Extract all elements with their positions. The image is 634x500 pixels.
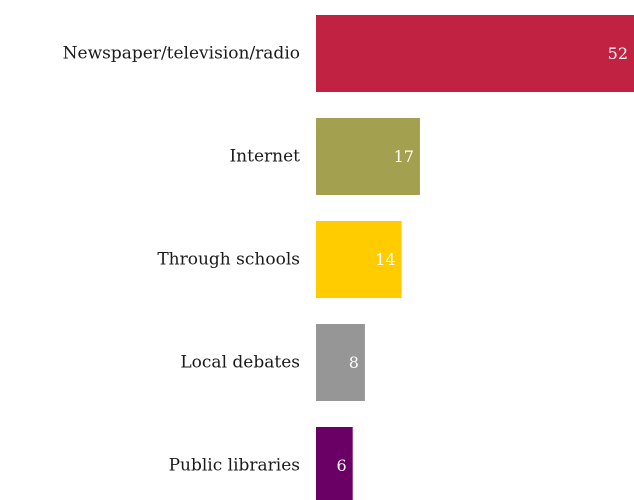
category-label-local-debates: Local debates (180, 353, 300, 373)
value-label-through-schools: 14 (375, 250, 395, 269)
value-labels-group: 52 17 14 8 6 (337, 44, 628, 475)
value-label-local-debates: 8 (349, 353, 359, 372)
value-label-public-libraries: 6 (337, 456, 347, 475)
value-label-newspaper-television-radio: 52 (608, 44, 628, 63)
bar-internet (316, 118, 420, 195)
value-label-internet: 17 (394, 147, 414, 166)
bar-public-libraries (316, 427, 353, 500)
category-labels-group: Newspaper/television/radio Internet Throug… (63, 44, 301, 476)
category-label-through-schools: Through schools (157, 250, 300, 270)
bars-group (316, 15, 634, 500)
category-label-newspaper-television-radio: Newspaper/television/radio (63, 44, 300, 64)
bar-local-debates (316, 324, 365, 401)
bar-newspaper-television-radio (316, 15, 634, 92)
category-label-internet: Internet (229, 147, 300, 167)
category-label-public-libraries: Public libraries (169, 456, 300, 476)
bar-through-schools (316, 221, 402, 298)
